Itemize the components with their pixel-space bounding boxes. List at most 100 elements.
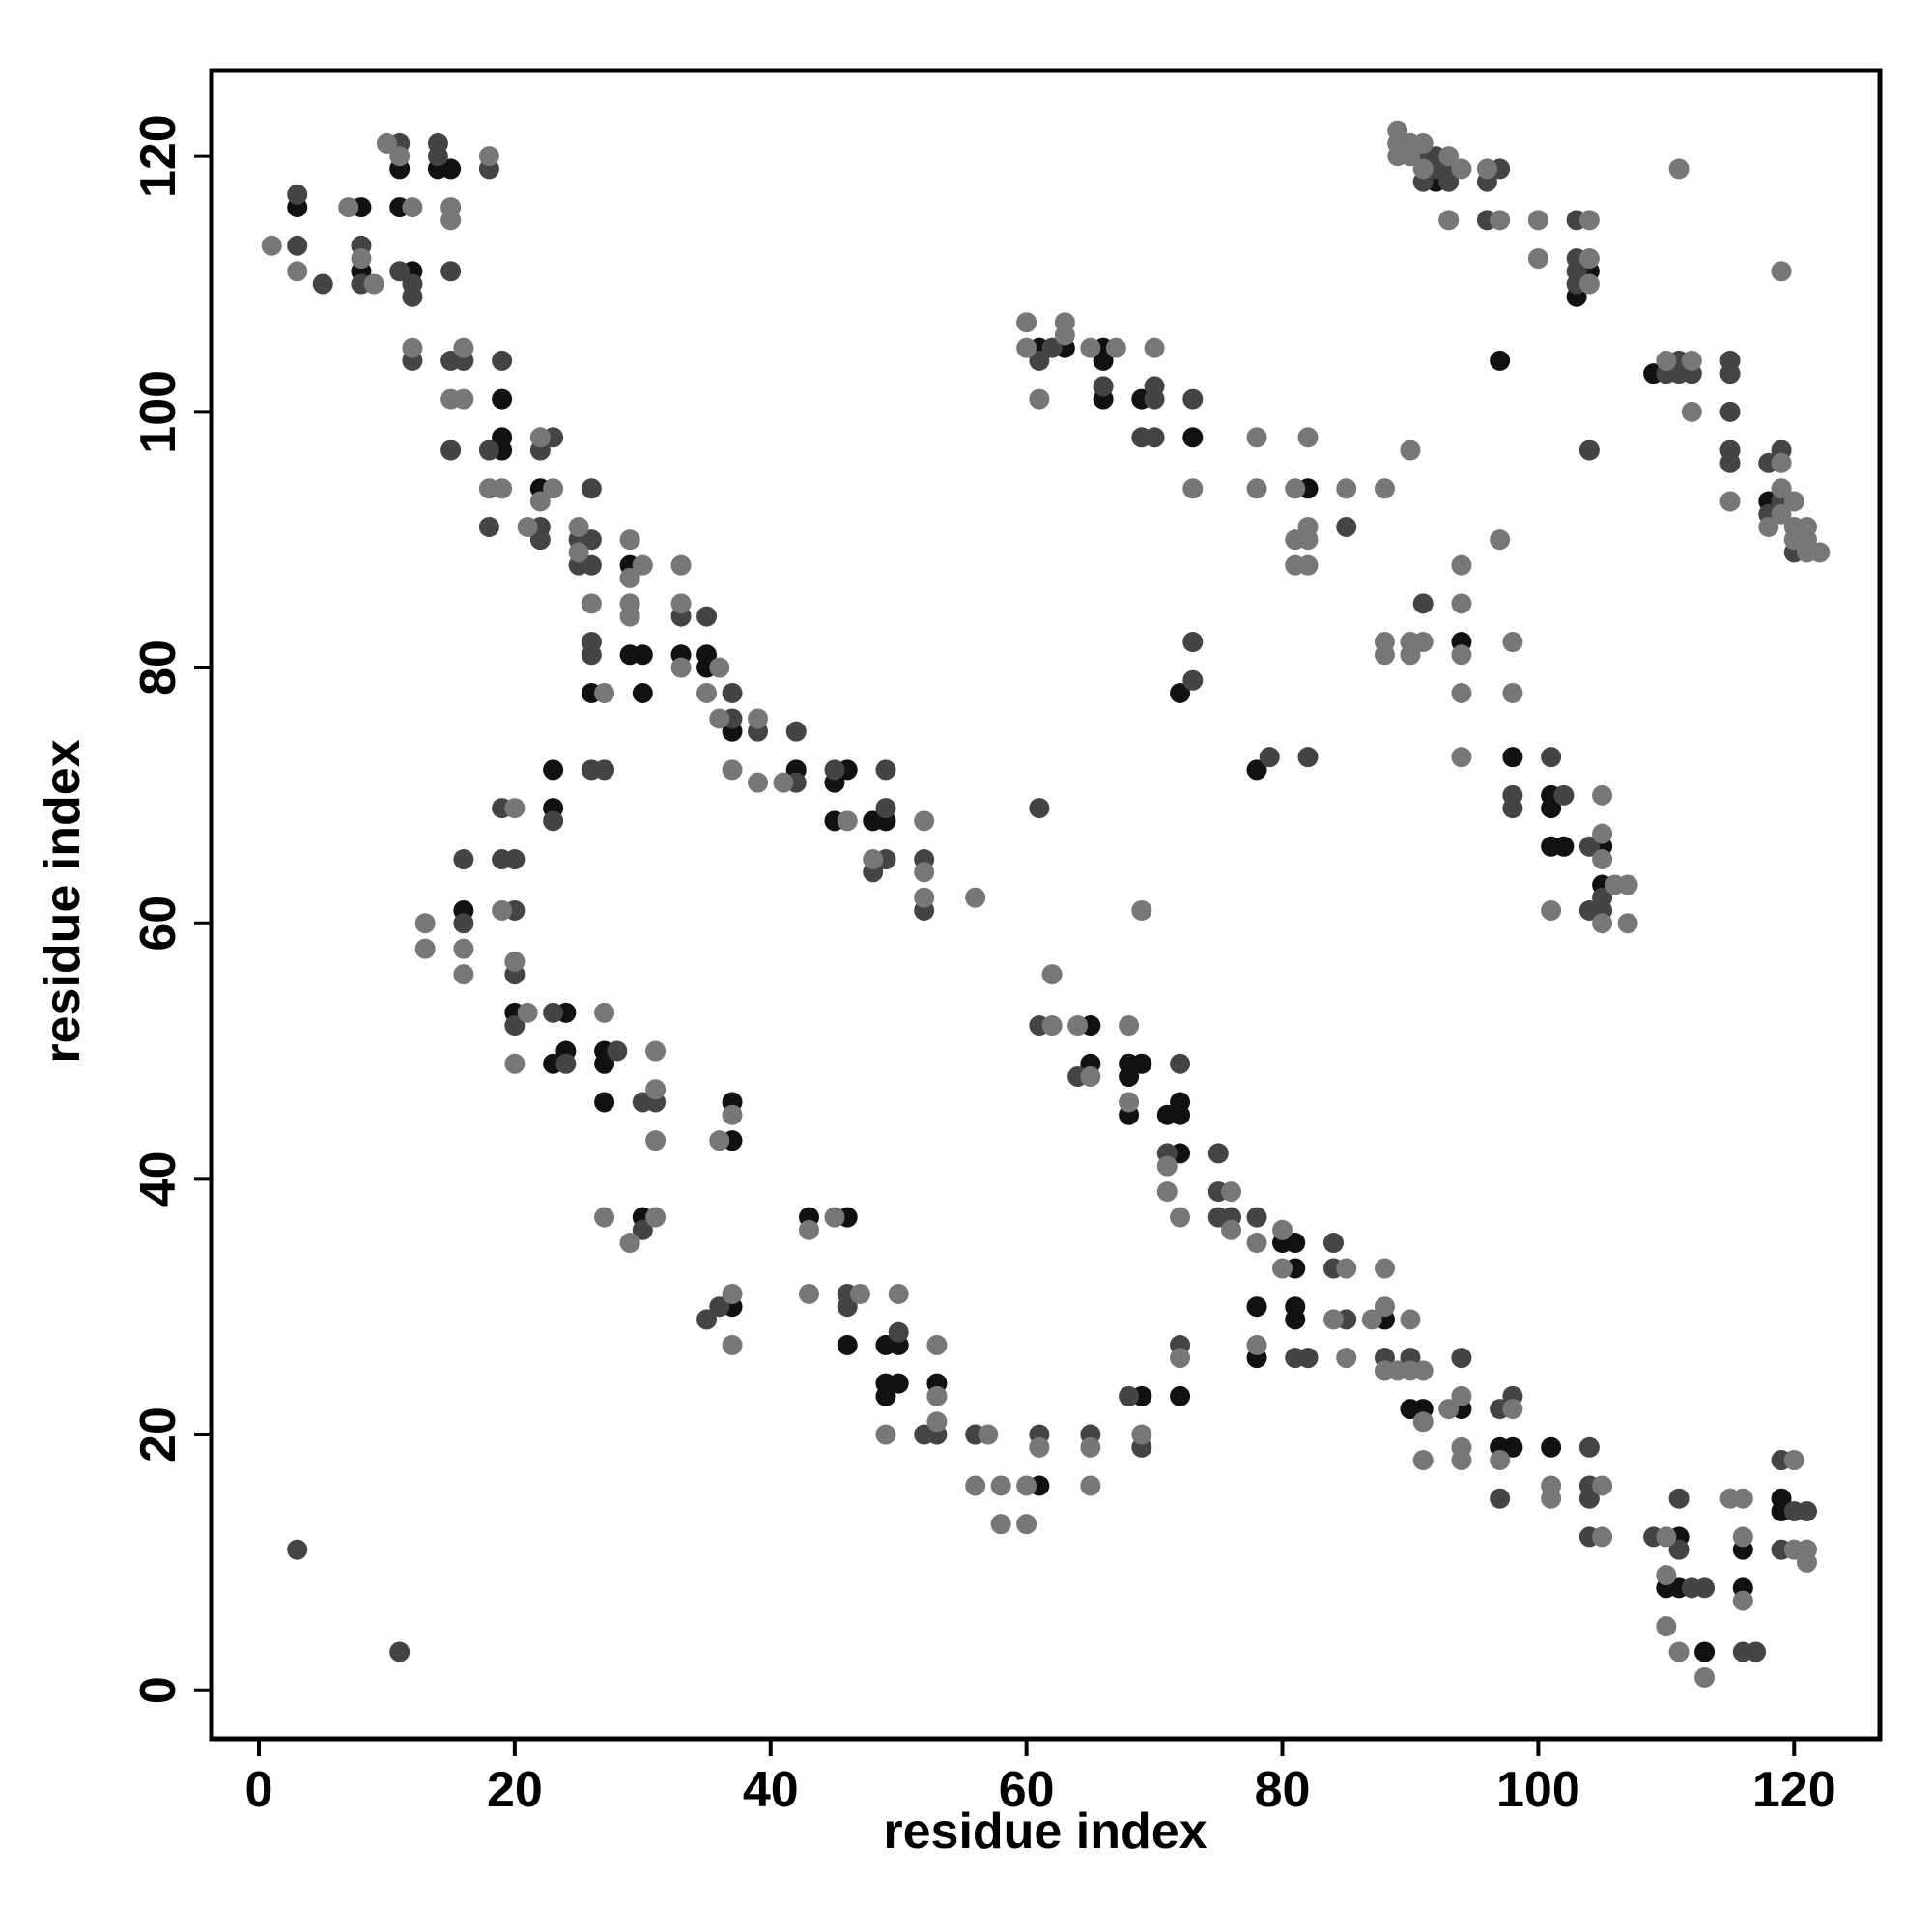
point <box>914 887 935 908</box>
point <box>926 1385 948 1406</box>
point <box>440 440 462 461</box>
point <box>1208 1143 1229 1164</box>
point <box>504 1053 526 1074</box>
point <box>1797 1551 1818 1573</box>
point <box>1541 899 1562 921</box>
point <box>1322 1233 1344 1254</box>
point <box>1617 913 1638 934</box>
point <box>1438 1399 1460 1420</box>
point <box>849 1283 870 1304</box>
y-tick-label: 40 <box>130 1151 186 1207</box>
point <box>1412 593 1434 614</box>
point <box>1656 1526 1677 1548</box>
point <box>619 529 640 551</box>
point <box>1578 248 1600 270</box>
point <box>478 516 499 537</box>
point <box>1170 1385 1191 1406</box>
point <box>1080 1436 1101 1458</box>
point <box>1054 325 1075 346</box>
point <box>517 516 538 537</box>
x-tick-label: 20 <box>487 1762 543 1818</box>
point <box>427 146 448 167</box>
point <box>1541 747 1562 768</box>
point <box>1374 1296 1395 1318</box>
point <box>581 529 602 551</box>
point <box>1783 491 1804 512</box>
point <box>453 388 474 410</box>
x-tick-label: 60 <box>999 1762 1055 1818</box>
point <box>504 1015 526 1037</box>
point <box>1668 158 1690 180</box>
point <box>1758 516 1779 537</box>
point <box>543 478 564 499</box>
point <box>1412 1450 1434 1471</box>
point <box>1182 427 1204 448</box>
point <box>1746 1641 1767 1662</box>
point <box>632 644 653 666</box>
point <box>594 759 615 781</box>
point <box>1170 1348 1191 1369</box>
point <box>1541 1488 1562 1509</box>
point <box>338 197 359 218</box>
point <box>1578 1488 1600 1509</box>
point <box>453 913 474 934</box>
y-axis-label: residue index <box>35 739 91 1063</box>
point <box>529 427 551 448</box>
point <box>1553 836 1575 857</box>
point <box>1041 337 1063 358</box>
point <box>1105 337 1126 358</box>
point <box>1297 516 1319 537</box>
point <box>568 516 589 537</box>
point <box>594 1053 615 1074</box>
point <box>1578 836 1600 857</box>
y-tick-label: 20 <box>130 1406 186 1463</box>
point <box>1502 798 1523 819</box>
point <box>1451 1385 1472 1406</box>
point <box>1490 210 1511 231</box>
point <box>785 721 807 742</box>
point <box>1067 1015 1089 1037</box>
point <box>440 158 462 180</box>
point <box>965 1475 986 1496</box>
point <box>1592 849 1613 870</box>
point <box>1451 1348 1472 1369</box>
point <box>1016 312 1037 333</box>
point <box>696 1309 718 1330</box>
x-tick-label: 80 <box>1255 1762 1311 1818</box>
point <box>1170 682 1191 703</box>
point <box>1131 899 1152 921</box>
point <box>1029 798 1050 819</box>
point <box>926 1411 948 1433</box>
point <box>709 657 730 678</box>
point <box>440 261 462 282</box>
point <box>1156 1181 1178 1203</box>
point <box>645 1130 667 1151</box>
point <box>1272 1258 1293 1279</box>
point <box>888 1373 909 1394</box>
point <box>1093 350 1114 371</box>
point <box>1285 478 1306 499</box>
point <box>1016 1475 1037 1496</box>
point <box>1029 350 1050 371</box>
point <box>1490 1488 1511 1509</box>
point <box>440 210 462 231</box>
point <box>1221 1219 1242 1240</box>
point <box>1438 171 1460 192</box>
point <box>1656 1616 1677 1637</box>
point <box>1080 1065 1101 1087</box>
point <box>312 273 333 295</box>
point <box>543 759 564 781</box>
point <box>875 1385 896 1406</box>
point <box>1041 964 1063 985</box>
point <box>1797 1500 1818 1521</box>
point <box>1131 1053 1152 1074</box>
point <box>402 286 423 307</box>
point <box>1490 1450 1511 1471</box>
point <box>1578 210 1600 231</box>
point <box>594 682 615 703</box>
point <box>722 1334 743 1355</box>
point <box>1322 1309 1344 1330</box>
point <box>594 1207 615 1228</box>
point <box>529 529 551 551</box>
